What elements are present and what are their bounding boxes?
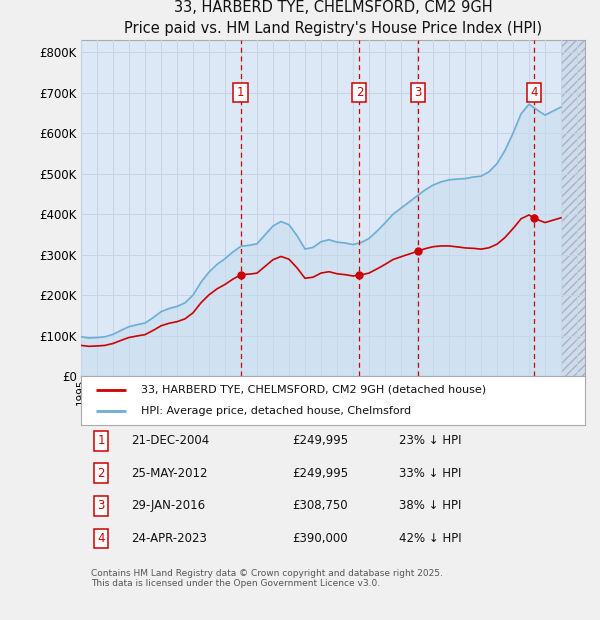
Text: 24-APR-2023: 24-APR-2023 bbox=[131, 532, 207, 545]
Text: 2: 2 bbox=[356, 86, 363, 99]
Text: 2: 2 bbox=[97, 467, 105, 480]
Text: 4: 4 bbox=[530, 86, 538, 99]
Title: 33, HARBERD TYE, CHELMSFORD, CM2 9GH
Price paid vs. HM Land Registry's House Pri: 33, HARBERD TYE, CHELMSFORD, CM2 9GH Pri… bbox=[124, 1, 542, 37]
Text: 3: 3 bbox=[415, 86, 422, 99]
Text: Contains HM Land Registry data © Crown copyright and database right 2025.
This d: Contains HM Land Registry data © Crown c… bbox=[91, 569, 443, 588]
Text: HPI: Average price, detached house, Chelmsford: HPI: Average price, detached house, Chel… bbox=[142, 406, 412, 416]
Text: £390,000: £390,000 bbox=[293, 532, 349, 545]
Text: 21-DEC-2004: 21-DEC-2004 bbox=[131, 434, 209, 447]
Text: 38% ↓ HPI: 38% ↓ HPI bbox=[398, 499, 461, 512]
Text: 3: 3 bbox=[97, 499, 105, 512]
Text: 29-JAN-2016: 29-JAN-2016 bbox=[131, 499, 206, 512]
Text: 1: 1 bbox=[97, 434, 105, 447]
Text: 23% ↓ HPI: 23% ↓ HPI bbox=[398, 434, 461, 447]
Text: 4: 4 bbox=[97, 532, 105, 545]
Text: 42% ↓ HPI: 42% ↓ HPI bbox=[398, 532, 461, 545]
Bar bbox=[561, 40, 585, 376]
Text: £249,995: £249,995 bbox=[293, 467, 349, 480]
Text: 33% ↓ HPI: 33% ↓ HPI bbox=[398, 467, 461, 480]
Text: 1: 1 bbox=[237, 86, 244, 99]
Text: £308,750: £308,750 bbox=[293, 499, 349, 512]
Text: £249,995: £249,995 bbox=[293, 434, 349, 447]
Text: 25-MAY-2012: 25-MAY-2012 bbox=[131, 467, 208, 480]
Text: 33, HARBERD TYE, CHELMSFORD, CM2 9GH (detached house): 33, HARBERD TYE, CHELMSFORD, CM2 9GH (de… bbox=[142, 384, 487, 394]
